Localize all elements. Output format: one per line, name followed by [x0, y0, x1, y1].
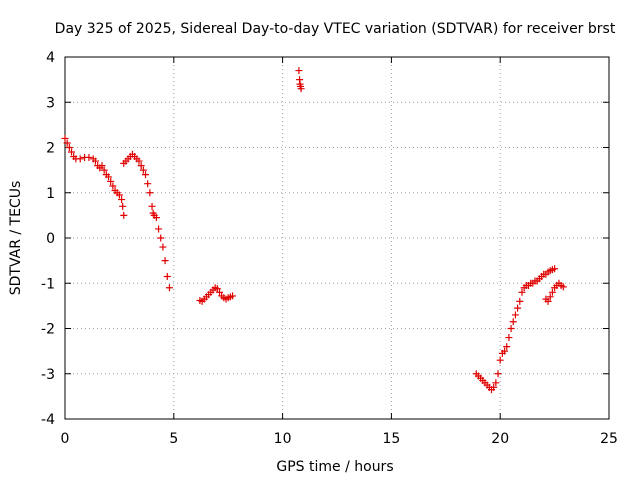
y-tick-label: 2	[46, 141, 55, 157]
data-point-segment-5	[509, 318, 517, 326]
data-point-segment-5	[492, 379, 500, 387]
data-point-segment-2	[148, 202, 156, 210]
data-point-segment-1	[85, 153, 93, 161]
x-tick-label: 10	[274, 431, 292, 447]
data-point-segment-5	[503, 343, 511, 351]
data-point-segment-5	[511, 311, 519, 319]
plot-frame	[64, 56, 610, 420]
data-point-segment-1	[91, 157, 99, 165]
data-point-segment-1	[119, 202, 127, 210]
y-axis-label: SDTVAR / TECUs	[8, 181, 24, 296]
data-point-segment-3	[229, 292, 237, 300]
x-tick-label: 25	[600, 431, 618, 447]
data-point-segment-2	[157, 234, 165, 242]
data-point-segment-2	[137, 162, 145, 170]
data-point-segment-4	[297, 85, 305, 93]
y-tick-label: -4	[41, 412, 55, 428]
data-point-segment-5	[551, 265, 559, 273]
data-point-segment-1	[118, 196, 126, 204]
data-point-segment-2	[159, 243, 167, 251]
chart-title: Day 325 of 2025, Sidereal Day-to-day VTE…	[55, 21, 616, 37]
data-point-segment-2	[146, 189, 154, 197]
data-point-segment-3	[213, 285, 221, 293]
data-point-segment-6	[544, 297, 552, 305]
data-point-segment-5	[507, 325, 515, 332]
data-point-segment-2	[135, 157, 143, 165]
data-point-segment-2	[161, 257, 169, 265]
data-point-segment-5	[494, 370, 502, 378]
x-tick-label: 5	[169, 431, 178, 447]
y-tick-label: 0	[46, 231, 55, 247]
data-point-segment-1	[109, 182, 117, 190]
data-point-segment-1	[68, 148, 76, 156]
data-point-segment-4	[295, 67, 303, 75]
data-point-segment-1	[120, 211, 128, 219]
data-point-segment-1	[76, 155, 84, 163]
data-point-segment-5	[501, 347, 509, 355]
data-point-segment-1	[61, 134, 69, 142]
tick-labels: 0 5 10 15 20 25 -4 -3 -2 -1 0 1 2 3 4	[41, 50, 618, 447]
data-point-segment-2	[139, 166, 147, 174]
data-point-segment-1	[115, 191, 123, 199]
x-tick-label: 0	[61, 431, 70, 447]
y-tick-label: -2	[41, 322, 55, 338]
data-point-segment-2	[152, 214, 160, 222]
data-point-segment-1	[105, 173, 113, 181]
data-point-segment-5	[514, 304, 522, 312]
data-point-segment-1	[65, 144, 73, 151]
x-tick-label: 15	[382, 431, 400, 447]
data-point-segment-5	[490, 383, 498, 391]
data-point-segment-3	[215, 288, 223, 296]
data-point-segment-6	[559, 283, 567, 291]
data-point-segment-1	[63, 139, 71, 147]
data-point-segment-2	[163, 272, 171, 280]
data-point-segment-5	[518, 288, 526, 296]
y-tick-label: -3	[41, 367, 55, 383]
data-point-segment-2	[142, 171, 150, 179]
grid	[65, 57, 609, 419]
data-point-segment-5	[496, 356, 504, 364]
data-points	[61, 67, 567, 394]
data-point-segment-6	[548, 288, 556, 296]
data-point-segment-2	[155, 225, 163, 233]
y-tick-label: 4	[46, 50, 55, 66]
y-tick-label: 3	[46, 95, 55, 111]
data-point-segment-1	[107, 177, 115, 185]
data-point-segment-5	[505, 334, 513, 342]
data-point-segment-2	[144, 180, 152, 188]
data-point-segment-5	[516, 297, 524, 305]
y-tick-label: -1	[41, 276, 55, 292]
y-tick-label: 1	[46, 186, 55, 202]
x-axis-label: GPS time / hours	[276, 459, 393, 475]
data-point-segment-1	[98, 162, 106, 170]
data-point-segment-2	[165, 284, 173, 292]
x-tick-label: 20	[491, 431, 509, 447]
data-point-segment-6	[546, 293, 554, 301]
data-point-segment-1	[100, 166, 108, 174]
